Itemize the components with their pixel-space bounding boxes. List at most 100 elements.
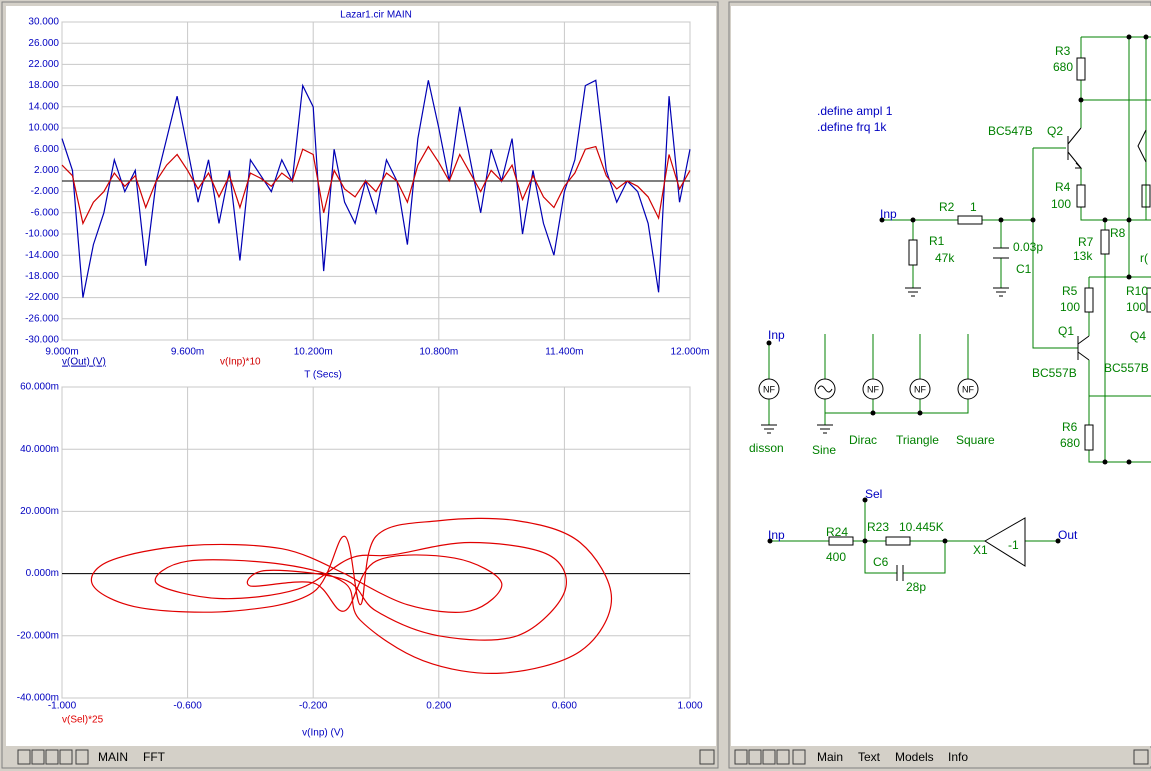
tab[interactable]: MAIN <box>98 750 128 764</box>
trace <box>61 145 691 226</box>
nav-first[interactable] <box>17 749 31 765</box>
ground <box>761 424 833 434</box>
junction <box>1126 274 1132 280</box>
y-tick-label: 22.000 <box>28 59 59 70</box>
label: Q2 <box>1047 124 1063 138</box>
tab[interactable]: FFT <box>143 750 166 764</box>
junction <box>1126 459 1132 465</box>
resistor <box>957 215 983 225</box>
resistor <box>828 536 854 546</box>
label: disson <box>749 441 784 455</box>
label: 47k <box>935 251 955 265</box>
label: Sine <box>812 443 836 457</box>
source-label: NF <box>867 384 879 394</box>
tab[interactable]: Text <box>858 750 881 764</box>
resistor <box>885 536 911 546</box>
label: 0.03p <box>1013 240 1043 254</box>
schematic-labels: .define ampl 1 .define frq 1k R3 680 BC5… <box>749 44 1149 594</box>
junction <box>767 538 773 544</box>
junction <box>879 217 885 223</box>
label: R7 <box>1078 235 1094 249</box>
junction <box>862 538 868 544</box>
x-axis-label: T (Secs) <box>304 370 342 381</box>
source <box>909 378 931 400</box>
trace-name: v(Out) (V) <box>62 357 106 368</box>
plot-area <box>61 386 691 699</box>
tab-bar-bg <box>731 748 1151 766</box>
directive: .define frq 1k <box>817 120 887 134</box>
label: R3 <box>1055 44 1071 58</box>
junction <box>1055 538 1061 544</box>
trace-name: v(Inp)*10 <box>220 357 261 368</box>
x-tick-label: -0.200 <box>299 701 328 712</box>
y-tick-label: -10.000 <box>25 229 59 240</box>
tab-bar-bg <box>6 748 716 766</box>
y-tick-label: -14.000 <box>25 250 59 261</box>
junction <box>1126 34 1132 40</box>
nav-next[interactable] <box>762 749 776 765</box>
nav-first[interactable] <box>734 749 748 765</box>
y-tick-label: 10.000 <box>28 123 59 134</box>
nav-prev[interactable] <box>748 749 762 765</box>
label: 100 <box>1060 300 1080 314</box>
junction <box>1030 217 1036 223</box>
splitter[interactable] <box>720 0 728 771</box>
nav-next[interactable] <box>45 749 59 765</box>
y-tick-label: 18.000 <box>28 80 59 91</box>
y-tick-label: -18.000 <box>25 271 59 282</box>
label: Q4 <box>1130 329 1146 343</box>
y-tick-label: 0.000m <box>26 568 59 579</box>
junction <box>1143 34 1149 40</box>
transistor <box>1137 129 1147 163</box>
y-tick-label: -20.000m <box>17 630 59 641</box>
x-tick-label: 12.000m <box>671 347 710 358</box>
x-tick-label: 10.800m <box>419 347 458 358</box>
label: 10.445K <box>899 520 944 534</box>
label: -1 <box>1008 538 1019 552</box>
wire <box>1088 276 1151 463</box>
x-tick-label: -0.600 <box>173 701 202 712</box>
label: C6 <box>873 555 889 569</box>
y-tick-label: -40.000m <box>17 693 59 704</box>
y-tick-label: 20.000m <box>20 506 59 517</box>
directive: .define ampl 1 <box>817 104 893 118</box>
label: Triangle <box>896 433 939 447</box>
label: R10 <box>1126 284 1148 298</box>
left-tab-bar: MAIN FFT <box>6 748 716 766</box>
source-label: NF <box>962 384 974 394</box>
scroll-button[interactable] <box>1133 749 1149 765</box>
nav-last[interactable] <box>59 749 73 765</box>
tab[interactable]: Info <box>948 750 968 764</box>
source <box>957 378 979 400</box>
y-tick-label: 60.000m <box>20 382 59 393</box>
tab[interactable]: Models <box>895 750 934 764</box>
source <box>814 378 836 400</box>
right-tab-bar: Main Text Models Info <box>731 748 1151 766</box>
trace-name: v(Sel)*25 <box>62 715 104 726</box>
label: R6 <box>1062 420 1078 434</box>
label: 28p <box>906 580 926 594</box>
label: 680 <box>1060 436 1080 450</box>
sine-symbol <box>817 385 833 393</box>
label: X1 <box>973 543 988 557</box>
label: 13k <box>1073 249 1093 263</box>
resistor <box>1100 229 1110 255</box>
nav-prev[interactable] <box>31 749 45 765</box>
scroll-button[interactable] <box>699 749 715 765</box>
nav-end[interactable] <box>792 749 806 765</box>
source <box>862 378 884 400</box>
resistor <box>1141 184 1151 208</box>
amplifier <box>984 517 1026 567</box>
nav-end[interactable] <box>75 749 89 765</box>
label: 100 <box>1126 300 1146 314</box>
y-tick-label: 14.000 <box>28 101 59 112</box>
nav-last[interactable] <box>776 749 790 765</box>
label: r( <box>1140 251 1148 265</box>
label: 680 <box>1053 60 1073 74</box>
y-tick-label: -30.000 <box>25 335 59 346</box>
node-label: Inp <box>880 207 897 221</box>
y-tick-label: -2.000 <box>31 186 60 197</box>
tab[interactable]: Main <box>817 750 843 764</box>
x-tick-label: 1.000 <box>677 701 702 712</box>
